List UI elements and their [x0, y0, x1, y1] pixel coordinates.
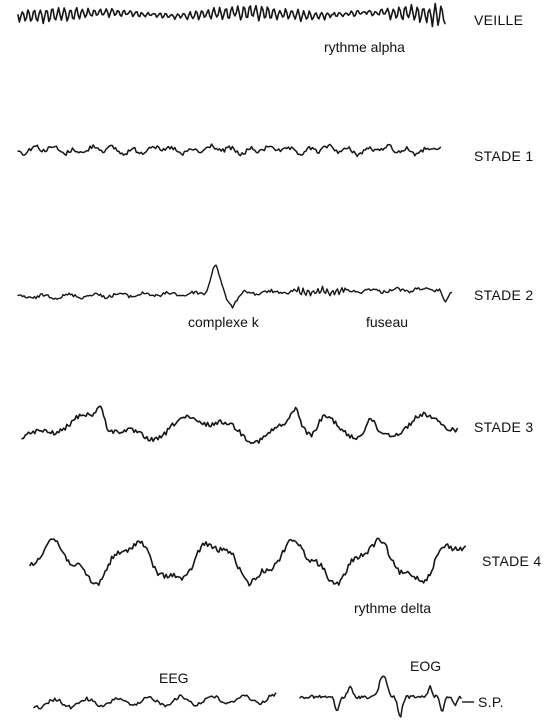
trace-stade4 — [30, 538, 465, 585]
trace-sp-eog — [300, 676, 461, 717]
trace-sp-eeg — [34, 693, 276, 709]
annotation-complexe-k: complexe k — [188, 314, 260, 330]
annotation-eog: EOG — [410, 658, 441, 674]
label-sp: S.P. — [478, 694, 504, 710]
label-veille: VEILLE — [474, 12, 523, 28]
trace-stade1 — [18, 144, 440, 156]
annotation-fuseau: fuseau — [366, 314, 408, 330]
label-stade1: STADE 1 — [474, 148, 533, 164]
trace-stade3 — [22, 406, 457, 443]
trace-veille — [18, 4, 445, 27]
annotation-rythme-alpha: rythme alpha — [324, 39, 405, 55]
label-stade3: STADE 3 — [474, 419, 533, 435]
label-stade4: STADE 4 — [482, 553, 541, 569]
annotation-rythme-delta: rythme delta — [354, 600, 431, 616]
annotation-eeg: EEG — [159, 670, 189, 686]
trace-stade2 — [18, 265, 452, 308]
label-stade2: STADE 2 — [474, 287, 533, 303]
